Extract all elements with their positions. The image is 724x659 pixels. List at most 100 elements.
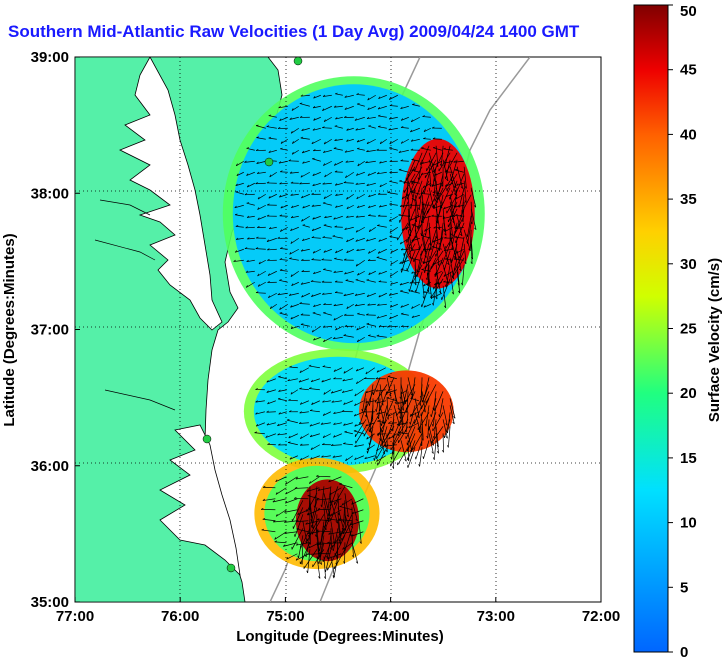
vector-arrow xyxy=(422,215,431,219)
vector-arrowhead xyxy=(355,229,358,233)
grid xyxy=(75,57,601,602)
vector-arrow xyxy=(313,270,321,275)
vector-arrow xyxy=(275,476,287,483)
vector-arrow xyxy=(343,400,353,405)
vector-arrowhead xyxy=(305,554,307,557)
vector-arrow xyxy=(444,258,453,261)
vector-arrowhead xyxy=(456,183,459,186)
vector-arrow xyxy=(435,426,439,448)
vector-arrowhead xyxy=(255,400,258,403)
vector-arrow xyxy=(366,279,376,283)
vector-arrowhead xyxy=(288,398,291,401)
vector-arrow xyxy=(375,391,381,412)
vector-arrow xyxy=(309,388,320,391)
vector-arrow xyxy=(274,541,287,544)
vector-arrow xyxy=(411,314,420,318)
vector-arrow xyxy=(423,173,430,194)
vector-arrow xyxy=(322,105,332,111)
vector-arrow xyxy=(366,182,376,186)
x-axis: 77:00 76:00 75:00 74:00 73:00 72:00 xyxy=(56,597,620,625)
vector-arrowhead xyxy=(410,129,413,133)
vector-arrow xyxy=(258,259,266,265)
vector-arrow xyxy=(325,549,332,573)
vector-arrow xyxy=(309,507,314,529)
vector-arrow xyxy=(421,229,427,252)
vector-arrowhead xyxy=(376,334,380,337)
vector-arrow xyxy=(357,204,365,209)
vector-arrow xyxy=(397,222,409,241)
vector-arrow xyxy=(341,498,353,506)
vector-arrow xyxy=(428,426,435,446)
vector-arrow xyxy=(247,215,255,218)
vector-arrowhead xyxy=(416,214,419,218)
vector-arrowhead xyxy=(310,519,312,522)
vector-arrow xyxy=(368,215,376,217)
vector-arrowhead xyxy=(368,214,371,216)
vector-arrow xyxy=(421,194,425,216)
vector-arrow xyxy=(368,248,376,254)
vector-arrowhead xyxy=(301,150,305,154)
vector-arrow xyxy=(401,138,409,144)
vector-arrowhead xyxy=(377,192,381,195)
vector-arrowhead xyxy=(417,226,419,230)
vector-arrow xyxy=(398,149,409,153)
vector-arrow xyxy=(299,542,311,565)
vector-arrowhead xyxy=(255,388,258,390)
vector-arrowhead xyxy=(355,368,359,372)
vector-arrowhead xyxy=(356,147,360,150)
vector-arrow xyxy=(421,235,431,239)
vector-arrowhead xyxy=(434,282,437,286)
vector-arrowhead xyxy=(289,252,292,255)
vector-arrow xyxy=(335,204,343,208)
vector-arrow xyxy=(316,528,320,550)
vector-arrowhead xyxy=(278,389,281,392)
vector-arrow xyxy=(285,476,298,485)
vector-arrowhead xyxy=(323,576,326,579)
vector-arrowhead xyxy=(335,327,338,331)
vector-arrow xyxy=(312,248,321,254)
vector-arrow xyxy=(435,271,442,294)
vector-arrow xyxy=(414,215,417,239)
vector-arrow xyxy=(400,412,404,435)
vector-arrow xyxy=(236,237,244,240)
vector-arrowhead xyxy=(333,217,336,220)
vector-arrowhead xyxy=(294,496,297,499)
vector-arrowhead xyxy=(318,552,321,554)
vector-arrowhead xyxy=(443,228,446,232)
vector-arrowhead xyxy=(322,400,325,403)
vector-arrow xyxy=(301,542,304,565)
vector-arrowhead xyxy=(389,230,392,233)
vector-arrow xyxy=(428,166,432,187)
vector-arrow xyxy=(406,173,409,197)
vector-arrowhead xyxy=(398,213,401,216)
colorbar-tick-label: 35 xyxy=(680,191,697,208)
colorbar-label: Surface Velocity (cm/s) xyxy=(706,258,723,422)
vector-arrowhead xyxy=(344,324,348,327)
vector-arrow xyxy=(453,257,465,276)
vector-arrow xyxy=(333,556,339,579)
vector-arrowhead xyxy=(367,303,370,306)
vector-arrowhead xyxy=(256,136,259,138)
colorbar-tick-label: 40 xyxy=(680,126,697,143)
vector-arrowhead xyxy=(443,147,446,150)
vector-arrow xyxy=(322,400,331,403)
vector-arrow xyxy=(235,226,244,228)
vector-arrow xyxy=(435,145,439,167)
vector-arrowhead xyxy=(332,575,335,579)
vector-arrow xyxy=(389,203,398,206)
vector-arrow xyxy=(323,224,332,228)
vector-arrowhead xyxy=(343,293,346,296)
vector-arrowhead xyxy=(279,269,283,271)
vector-arrowhead xyxy=(398,168,402,171)
vector-arrow xyxy=(359,405,367,425)
vector-arrow xyxy=(299,182,310,185)
vector-arrowhead xyxy=(375,409,377,412)
vector-arrow xyxy=(323,269,332,272)
vector-arrowhead xyxy=(417,415,420,419)
vector-arrow xyxy=(456,208,465,230)
vector-arrowhead xyxy=(322,292,325,295)
vector-arrowhead xyxy=(322,94,326,97)
vector-arrowhead xyxy=(378,239,381,242)
vector-arrowhead xyxy=(380,423,382,426)
vector-arrow xyxy=(323,248,332,253)
